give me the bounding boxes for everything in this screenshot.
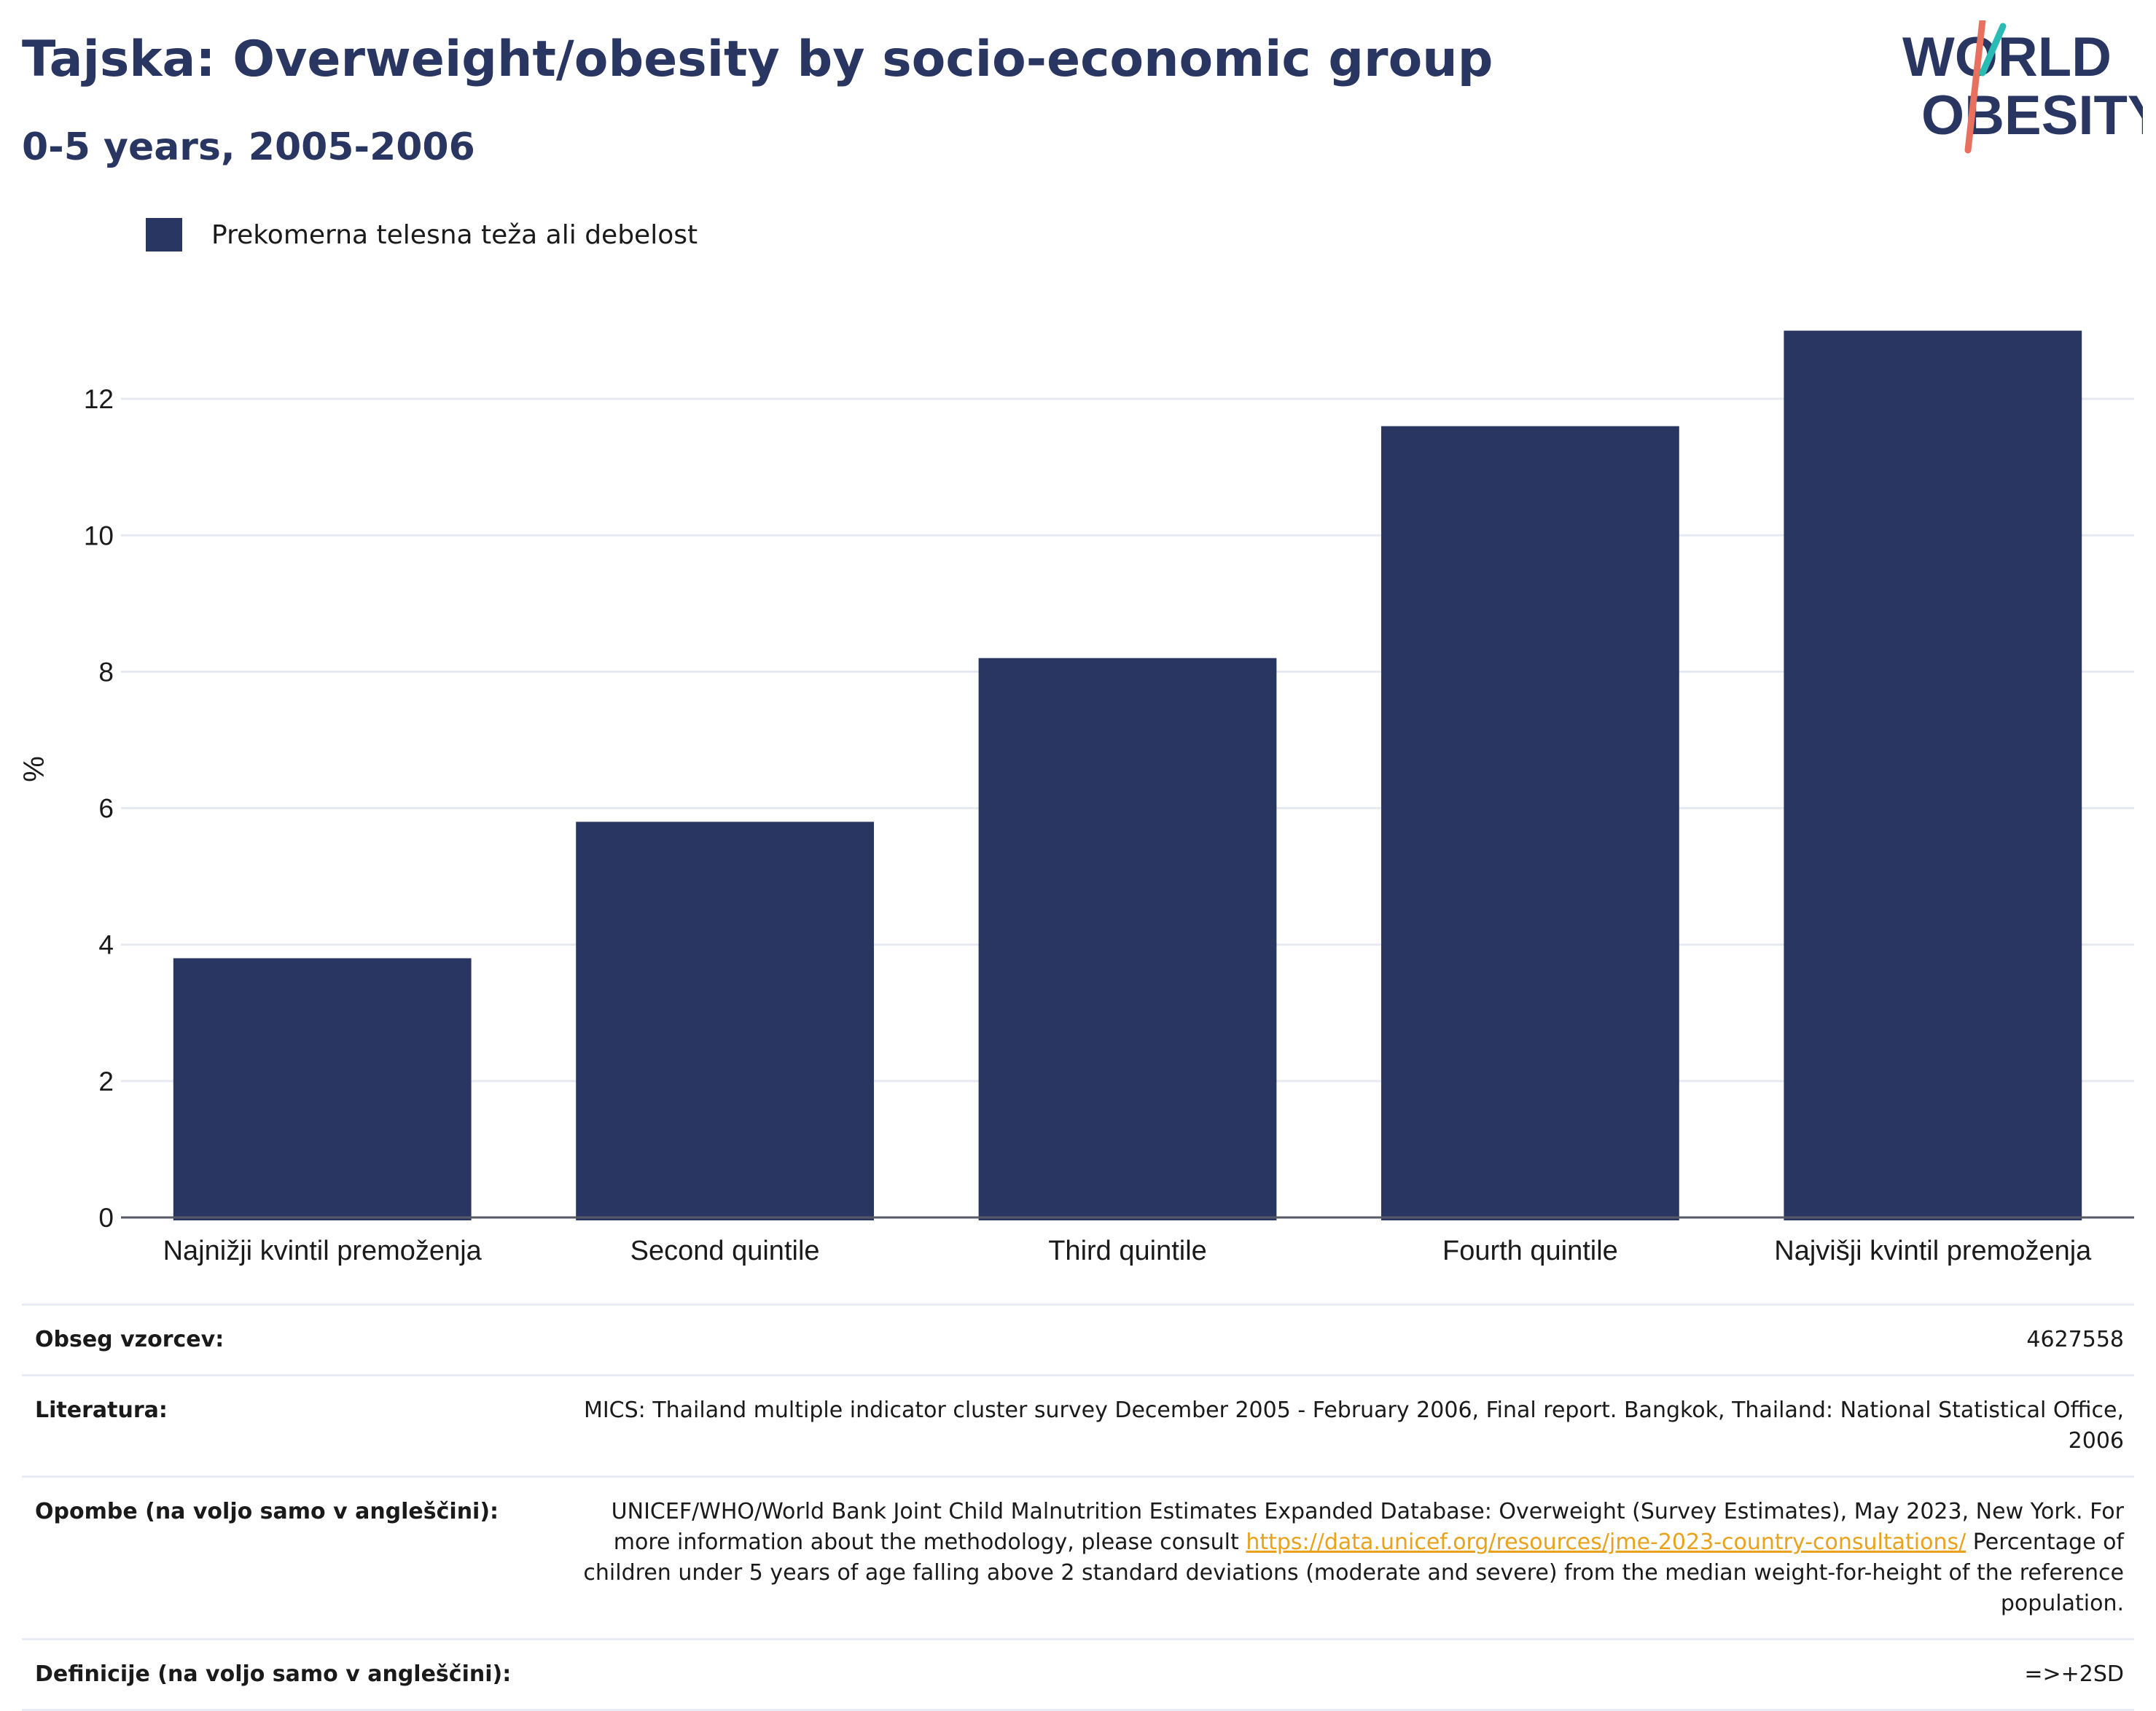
footer-value: 4627558 <box>555 1303 2134 1376</box>
footer-row-definitions: Definicije (na voljo samo v angleščini):… <box>22 1638 2134 1711</box>
bar <box>978 658 1277 1220</box>
x-tick-label: Najnižji kvintil premoženja <box>163 1236 483 1266</box>
legend-swatch <box>146 218 182 252</box>
bars <box>173 330 2082 1220</box>
legend[interactable]: Prekomerna telesna teža ali debelost <box>146 216 698 254</box>
footer-table: Obseg vzorcev: 4627558 Literatura: MICS:… <box>22 1303 2134 1711</box>
y-tick-label: 10 <box>84 521 114 550</box>
svg-text:WORLD: WORLD <box>1902 26 2112 88</box>
bar <box>1381 426 1679 1220</box>
legend-label: Prekomerna telesna teža ali debelost <box>211 219 698 250</box>
x-axis-ticks: Najnižji kvintil premoženja Second quinti… <box>163 1236 2093 1266</box>
footer-row-notes: Opombe (na voljo samo v angleščini): UNI… <box>22 1476 2134 1640</box>
notes-text: UNICEF/WHO/World Bank Joint Child Malnut… <box>611 1499 2124 1555</box>
y-tick-label: 2 <box>98 1067 114 1096</box>
footer-row-sample-size: Obseg vzorcev: 4627558 <box>22 1303 2134 1376</box>
x-tick-label: Third quintile <box>1048 1236 1207 1266</box>
footer-row-literature: Literatura: MICS: Thailand multiple indi… <box>22 1374 2134 1477</box>
footer-label: Obseg vzorcev: <box>22 1303 555 1376</box>
y-axis-ticks: 0 2 4 6 8 10 12 <box>84 384 114 1233</box>
logo-slash-teal <box>1979 23 2007 77</box>
y-tick-label: 6 <box>98 794 114 824</box>
y-tick-label: 4 <box>98 930 114 960</box>
footer-value: MICS: Thailand multiple indicator cluste… <box>555 1374 2134 1477</box>
svg-text:OBESITY: OBESITY <box>1921 85 2143 147</box>
footer-label: Opombe (na voljo samo v angleščini): <box>22 1476 555 1640</box>
y-axis-label: % <box>18 756 50 782</box>
logo-slash-coral <box>1964 20 1986 154</box>
chart-subtitle: 0-5 years, 2005-2006 <box>22 125 475 169</box>
x-tick-label: Najvišji kvintil premoženja <box>1774 1236 2092 1266</box>
chart-title: Tajska: Overweight/obesity by socio-econ… <box>22 31 1493 88</box>
y-tick-label: 0 <box>98 1203 114 1233</box>
y-tick-label: 8 <box>98 657 114 687</box>
bar <box>173 958 472 1220</box>
world-obesity-logo: WORLD OBESITY <box>1902 20 2143 154</box>
footer-value: =>+2SD <box>555 1638 2134 1711</box>
footer-value: UNICEF/WHO/World Bank Joint Child Malnut… <box>555 1476 2134 1640</box>
notes-text-continued: Percentage of children under 5 years of … <box>583 1529 2124 1616</box>
x-tick-label: Fourth quintile <box>1442 1236 1618 1266</box>
y-tick-label: 12 <box>84 384 114 414</box>
bar <box>1784 330 2082 1220</box>
bar-chart: 0 2 4 6 8 10 12 Najnižji kvintil premoženja Sec… <box>18 330 2134 1266</box>
footer-label: Literatura: <box>22 1374 555 1477</box>
bar <box>576 822 874 1220</box>
x-tick-label: Second quintile <box>630 1236 820 1266</box>
methodology-link[interactable]: https://data.unicef.org/resources/jme-20… <box>1246 1529 1966 1555</box>
footer-label: Definicije (na voljo samo v angleščini): <box>22 1638 555 1711</box>
